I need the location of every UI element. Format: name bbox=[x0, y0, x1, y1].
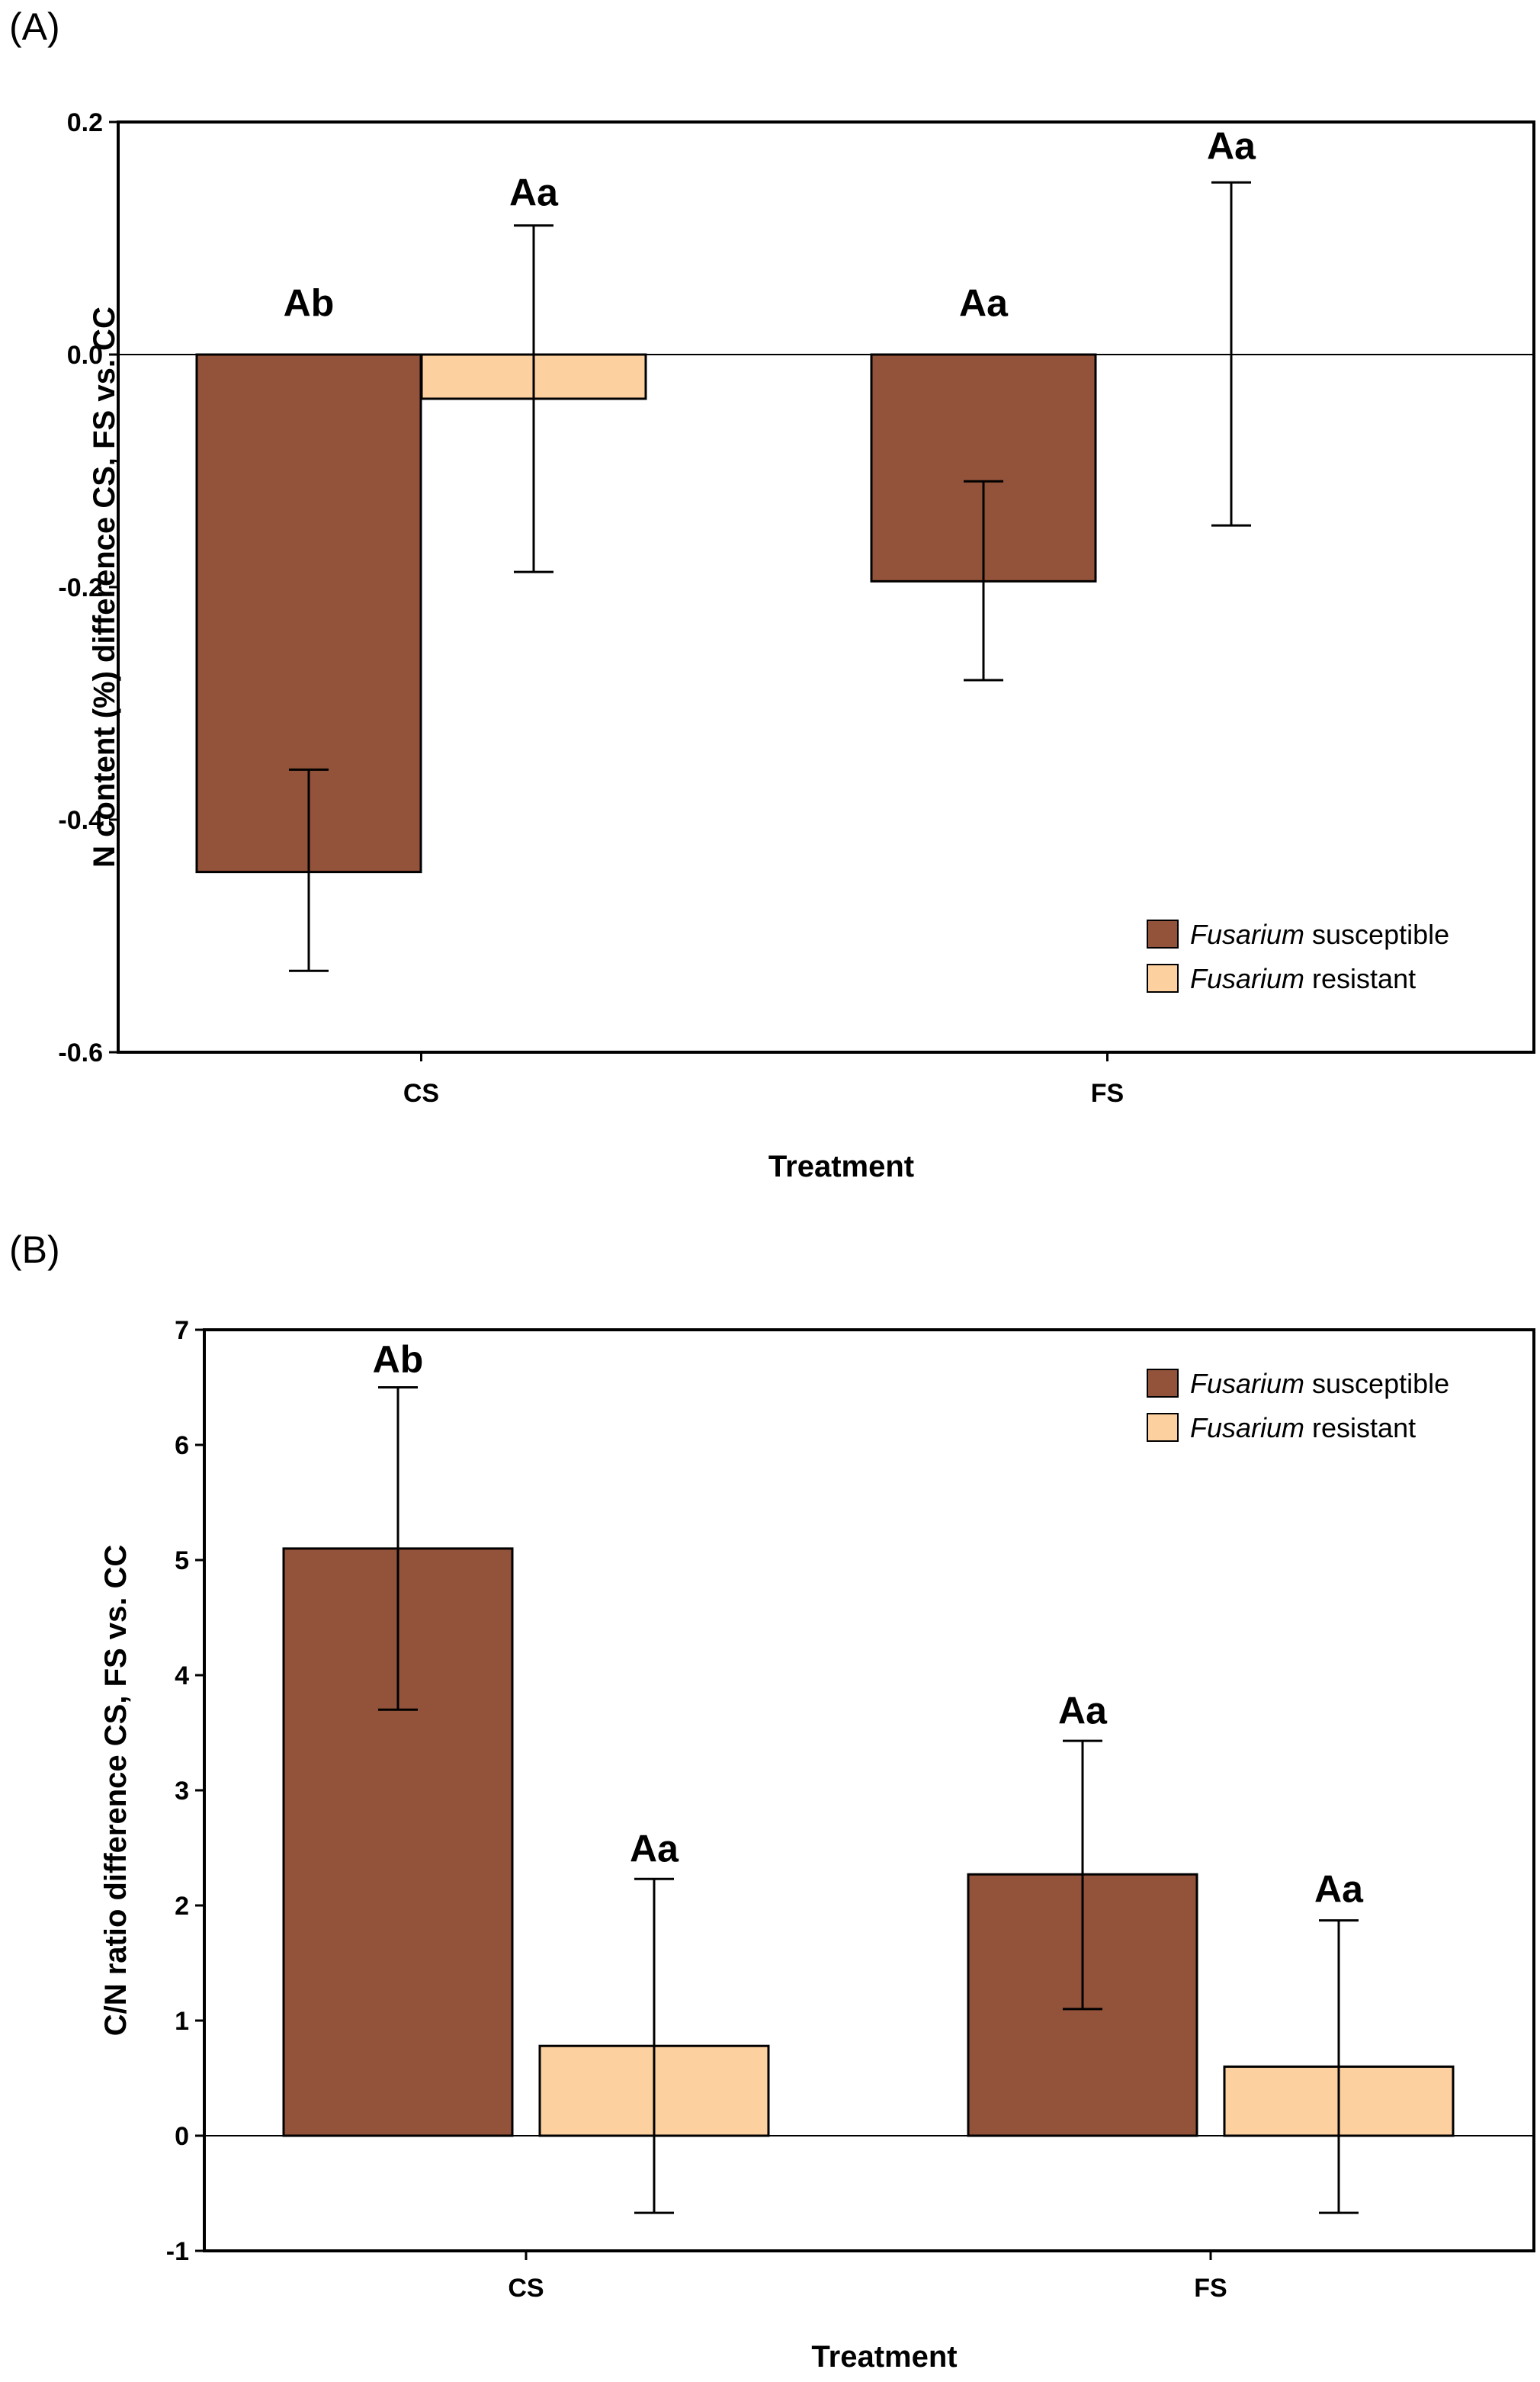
y-tick-label: 0.0 bbox=[67, 341, 103, 370]
legend-entry-genus: Fusarium bbox=[1190, 963, 1304, 994]
y-axis-label: N content (%) difference CS, FS vs. CC bbox=[88, 307, 121, 868]
legend-entry: Fusarium resistant bbox=[1190, 963, 1416, 994]
legend-entry-genus: Fusarium bbox=[1190, 1368, 1304, 1399]
y-tick-label: 6 bbox=[175, 1431, 189, 1460]
legend-entry: Fusarium susceptible bbox=[1190, 919, 1449, 950]
legend-swatch bbox=[1147, 920, 1179, 949]
y-tick-label: -1 bbox=[166, 2237, 189, 2266]
significance-label: Ab bbox=[284, 281, 335, 324]
panel-a-label: (A) bbox=[9, 5, 60, 48]
legend-entry-type: susceptible bbox=[1304, 919, 1449, 950]
y-tick-label: 3 bbox=[175, 1777, 189, 1806]
y-tick-label: 1 bbox=[175, 2007, 189, 2036]
legend-entry-type: susceptible bbox=[1304, 1368, 1449, 1399]
legend-entry-genus: Fusarium bbox=[1190, 919, 1304, 950]
y-tick-label: 2 bbox=[175, 1892, 189, 1921]
x-tick-label: CS bbox=[508, 2274, 544, 2303]
y-tick-label: -0.6 bbox=[58, 1039, 103, 1067]
chart-a: Ab Aa Aa Aa 0.2 0.0 -0.2 -0.4 -0.6 CS FS Treatment N… bbox=[58, 108, 1535, 1183]
y-tick-label: 4 bbox=[175, 1661, 189, 1690]
significance-label: Aa bbox=[630, 1828, 679, 1870]
y-tick-label: -0.2 bbox=[58, 573, 103, 602]
y-tick-label: 5 bbox=[175, 1546, 189, 1575]
x-tick-label: FS bbox=[1091, 1079, 1124, 1108]
chart-b: Ab Aa Aa Aa 7 6 5 4 3 2 1 0 -1 CS FS Treatment C/N ratio… bbox=[99, 1316, 1535, 2374]
legend-entry-type: resistant bbox=[1304, 963, 1416, 994]
legend-entry-genus: Fusarium bbox=[1190, 1412, 1304, 1443]
legend-entry: Fusarium susceptible bbox=[1190, 1368, 1449, 1399]
significance-label: Aa bbox=[959, 281, 1009, 324]
y-tick-label: 0.2 bbox=[67, 108, 103, 137]
y-tick-label: 7 bbox=[175, 1316, 189, 1345]
significance-label: Aa bbox=[1207, 125, 1256, 168]
y-tick-label: -0.4 bbox=[58, 806, 103, 835]
legend-swatch bbox=[1147, 1369, 1179, 1398]
panel-b-label: (B) bbox=[9, 1228, 60, 1271]
x-axis-label: Treatment bbox=[811, 2340, 957, 2374]
legend-swatch bbox=[1147, 964, 1179, 993]
x-tick-label: FS bbox=[1194, 2274, 1227, 2303]
legend-entry: Fusarium resistant bbox=[1190, 1412, 1416, 1443]
y-axis-label: C/N ratio difference CS, FS vs. CC bbox=[99, 1545, 133, 2037]
legend-entry-type: resistant bbox=[1304, 1412, 1416, 1443]
x-axis-label: Treatment bbox=[768, 1150, 914, 1183]
x-tick-label: CS bbox=[403, 1079, 439, 1108]
significance-label: Aa bbox=[1058, 1689, 1108, 1732]
y-tick-label: 0 bbox=[175, 2122, 189, 2151]
significance-label: Aa bbox=[1314, 1867, 1364, 1910]
legend-swatch bbox=[1147, 1413, 1179, 1442]
significance-label: Aa bbox=[509, 172, 559, 214]
significance-label: Ab bbox=[373, 1338, 424, 1381]
